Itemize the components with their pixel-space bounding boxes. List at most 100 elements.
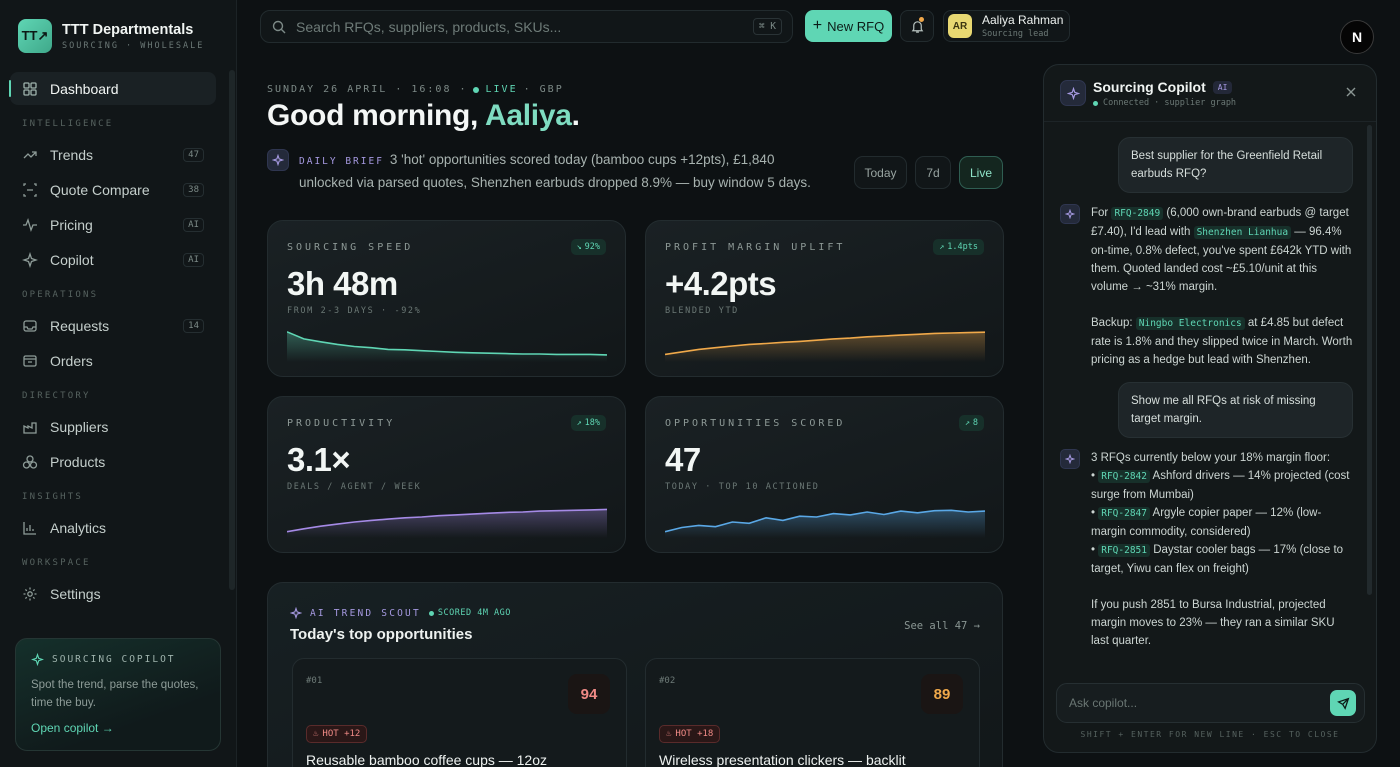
metric-value: 3h 48m: [287, 265, 398, 302]
opportunity-card[interactable]: #02 89 ♨ HOT +18 Wireless presentation cl…: [645, 658, 980, 767]
chat-scrollbar[interactable]: [1367, 125, 1372, 595]
sidebar-item-trends[interactable]: Trends 47: [10, 138, 216, 171]
search-input[interactable]: [296, 18, 753, 35]
sparkline-area: [665, 510, 985, 538]
answer-text: Backup:: [1091, 317, 1136, 329]
metric-subtext: TODAY · TOP 10 ACTIONED: [665, 482, 820, 492]
sparkline: [665, 509, 985, 538]
brand-name: TTT Departmentals: [62, 21, 194, 38]
corner-logo[interactable]: N: [1340, 20, 1374, 54]
rfq-code[interactable]: RFQ-2849: [1111, 207, 1164, 220]
user-message: Best supplier for the Greenfield Retail …: [1118, 137, 1353, 193]
risk-item: • RFQ-2847 Argyle copier paper — 12% (lo…: [1091, 507, 1322, 538]
arrow-up-right-icon: ↗: [964, 418, 970, 428]
range-today-button[interactable]: Today: [854, 156, 907, 189]
assistant-message: 3 RFQs currently below your 18% margin f…: [1060, 449, 1354, 650]
metric-card-opportunities[interactable]: OPPORTUNITIES SCORED ↗ 8 47 TODAY · TOP 1…: [645, 396, 1004, 553]
copilot-title: Sourcing Copilot: [1093, 79, 1206, 95]
supplier-code[interactable]: Shenzhen Lianhua: [1193, 226, 1292, 239]
flame-icon: ♨: [666, 729, 672, 739]
nav-count-badge: 38: [183, 182, 204, 197]
metric-change: 18%: [584, 418, 600, 428]
metric-change: 8: [972, 418, 978, 428]
metric-value: 47: [665, 441, 701, 478]
sidebar-item-label: Settings: [50, 585, 101, 602]
new-rfq-button[interactable]: + New RFQ: [805, 10, 892, 42]
send-button[interactable]: [1330, 690, 1356, 716]
sidebar-item-settings[interactable]: Settings: [10, 577, 216, 610]
sidebar-item-products[interactable]: Products: [10, 445, 216, 478]
metric-subtext: DEALS / AGENT / WEEK: [287, 482, 422, 492]
connection-status: Connected · supplier graph: [1093, 98, 1236, 108]
sidebar-item-orders[interactable]: Orders: [10, 344, 216, 377]
opp-score: 94: [568, 674, 610, 714]
status-text: Connected · supplier graph: [1103, 98, 1237, 108]
user-name: Aaliya Rahman: [982, 13, 1064, 27]
metric-label: OPPORTUNITIES SCORED: [665, 418, 846, 429]
metric-change: 1.4pts: [947, 242, 978, 252]
sparkle-icon: [1060, 449, 1080, 469]
sparkline-area: [287, 509, 607, 538]
copilot-input[interactable]: [1069, 696, 1330, 710]
nav-ai-badge: AI: [183, 252, 204, 267]
avatar: AR: [948, 14, 972, 38]
sidebar-item-quote-compare[interactable]: Quote Compare 38: [10, 173, 216, 206]
answer-paragraph: Backup: Ningbo Electronics at £4.85 but …: [1091, 314, 1354, 369]
nav-section-directory: DIRECTORY: [22, 391, 91, 401]
scored-status: SCORED 4M AGO: [428, 608, 511, 618]
sidebar-item-requests[interactable]: Requests 14: [10, 309, 216, 342]
new-rfq-label: New RFQ: [827, 18, 885, 34]
brief-text: 3 'hot' opportunities scored today (bamb…: [299, 152, 811, 190]
status-dot: [428, 610, 434, 616]
answer-text: at £4.85 but defect rate is 1.8% and the…: [1091, 317, 1353, 366]
range-live-button[interactable]: Live: [959, 156, 1003, 189]
range-7d-button[interactable]: 7d: [915, 156, 951, 189]
sparkline-line: [287, 331, 607, 356]
rfq-code[interactable]: RFQ-2847: [1098, 507, 1150, 520]
brand[interactable]: TT↗ TTT Departmentals SOURCING · WHOLESA…: [18, 19, 204, 53]
metric-card-productivity[interactable]: PRODUCTIVITY ↗ 18% 3.1× DEALS / AGENT / W…: [267, 396, 626, 553]
hot-text: HOT +18: [675, 729, 714, 739]
sidebar-item-copilot[interactable]: Copilot AI: [10, 243, 216, 276]
rfq-code[interactable]: RFQ-2851: [1098, 544, 1150, 557]
hot-text: HOT +12: [322, 729, 361, 739]
brief-body: DAILY BRIEF 3 'hot' opportunities scored …: [299, 149, 827, 193]
sidebar-scrollbar[interactable]: [229, 70, 235, 590]
user-menu[interactable]: AR Aaliya Rahman Sourcing lead: [943, 10, 1070, 42]
opp-score: 89: [921, 674, 963, 714]
sparkle-icon: [290, 607, 302, 619]
status-dot: [1093, 100, 1098, 106]
nav-section-workspace: WORKSPACE: [22, 558, 91, 568]
sidebar-item-pricing[interactable]: Pricing AI: [10, 208, 216, 241]
see-all-link[interactable]: See all 47 →: [904, 620, 980, 632]
metric-label: PROFIT MARGIN UPLIFT: [665, 242, 846, 253]
metric-change-badge: ↗ 8: [958, 415, 984, 431]
metric-card-profit-margin[interactable]: PROFIT MARGIN UPLIFT ↗ 1.4pts +4.2pts BLE…: [645, 220, 1004, 377]
sidebar-item-dashboard[interactable]: Dashboard: [9, 72, 216, 105]
open-copilot-link[interactable]: Open copilot →: [31, 721, 114, 735]
answer-outro: If you push 2851 to Bursa Industrial, pr…: [1091, 599, 1335, 647]
factory-icon: [23, 421, 37, 434]
close-icon[interactable]: [1344, 85, 1358, 99]
notifications-button[interactable]: [900, 10, 934, 42]
sidebar-item-analytics[interactable]: Analytics: [10, 511, 216, 544]
supplier-code[interactable]: Ningbo Electronics: [1135, 317, 1245, 330]
metric-label: PRODUCTIVITY: [287, 418, 396, 429]
metric-card-sourcing-speed[interactable]: SOURCING SPEED ↘ 92% 3h 48m FROM 2-3 DAYS…: [267, 220, 626, 377]
sidebar-item-suppliers[interactable]: Suppliers: [10, 410, 216, 443]
sparkle-icon: [22, 251, 38, 268]
opportunity-card[interactable]: #01 94 ♨ HOT +12 Reusable bamboo coffee c…: [292, 658, 627, 767]
arrow-up-right-icon: ↗: [939, 242, 945, 252]
search-bar[interactable]: ⌘ K: [260, 10, 793, 43]
keyboard-hint: SHIFT + ENTER FOR NEW LINE · ESC TO CLOS…: [1080, 730, 1340, 739]
rfq-code[interactable]: RFQ-2842: [1098, 470, 1150, 483]
nav-ai-badge: AI: [183, 217, 204, 232]
hot-badge: ♨ HOT +18: [659, 725, 721, 743]
metric-subtext: FROM 2-3 DAYS · -92%: [287, 306, 422, 316]
hot-badge: ♨ HOT +12: [306, 725, 368, 743]
opp-title: Reusable bamboo coffee cups — 12oz: [306, 752, 548, 767]
metric-value: 3.1×: [287, 441, 351, 478]
sparkline: [665, 331, 985, 362]
copilot-composer: [1056, 683, 1365, 723]
user-role: Sourcing lead: [982, 29, 1049, 39]
